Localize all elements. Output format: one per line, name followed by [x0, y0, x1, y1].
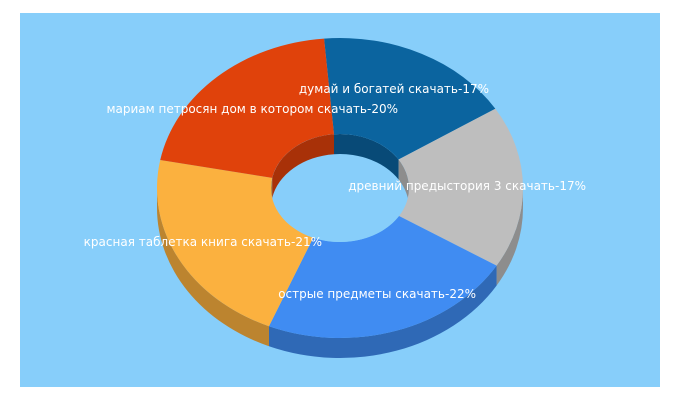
- slice-1-label: думай и богатей скачать-17%: [299, 82, 489, 96]
- slice-2-label: древний предыстория 3 скачать-17%: [348, 179, 586, 193]
- slice-2-side-wall: [496, 188, 523, 286]
- slice-5-label: мариам петросян дом в котором скачать-20…: [106, 102, 398, 116]
- slice-1-top[interactable]: [324, 37, 496, 160]
- slice-1-inner-wall: [333, 134, 399, 180]
- slice-3-label: острые предметы скачать-22%: [278, 287, 476, 301]
- slice-3-top[interactable]: [268, 215, 497, 338]
- chart-frame: думай и богатей скачать-17% древний преды…: [20, 13, 660, 387]
- slice-5-inner-wall: [272, 134, 334, 198]
- slice-2-top[interactable]: [398, 108, 524, 266]
- slice-5-top[interactable]: [160, 38, 334, 178]
- slice-3-side-wall: [268, 265, 497, 358]
- slice-4-label: красная таблетка книга скачать-21%: [84, 235, 322, 249]
- slice-4-top[interactable]: [157, 159, 314, 327]
- slice-4-side-wall: [157, 188, 269, 347]
- slice-2-inner-wall: [398, 159, 409, 208]
- donut-chart: думай и богатей скачать-17% древний преды…: [84, 37, 586, 358]
